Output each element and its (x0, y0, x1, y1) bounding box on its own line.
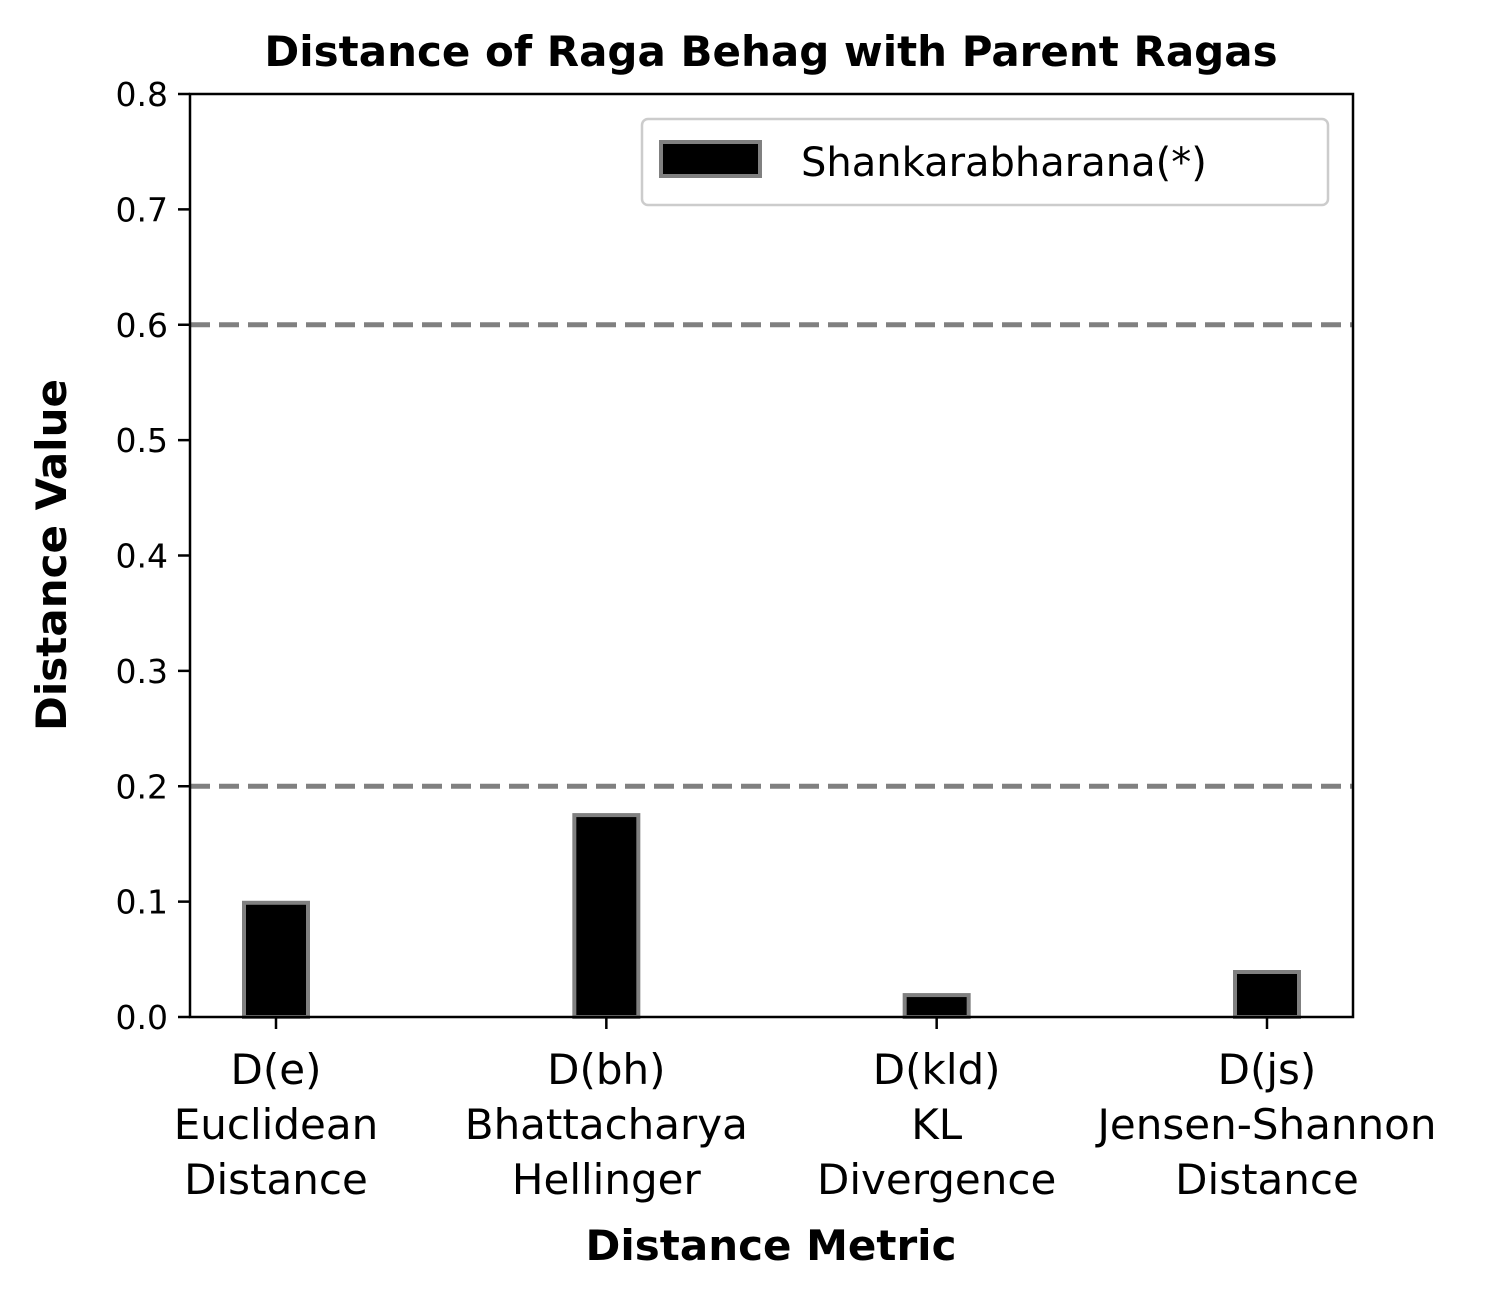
x-tick-label: D(kld) KL Divergence (817, 1045, 1056, 1204)
x-tick-label-line: Jensen-Shannon (1095, 1100, 1437, 1149)
x-axis-label: Distance Metric (586, 1221, 957, 1270)
legend-label: Shankarabharana(*) (801, 140, 1207, 186)
y-tick-label: 0.2 (116, 767, 168, 806)
x-tick-label-line: Distance (1175, 1155, 1359, 1204)
reference-lines (190, 322, 1353, 789)
bar (902, 993, 971, 1019)
x-tick-label-line: Hellinger (512, 1155, 702, 1204)
legend-swatch (659, 140, 762, 178)
x-tick-label: D(e) Euclidean Distance (174, 1045, 378, 1204)
y-tick-label: 0.5 (116, 421, 168, 460)
legend: Shankarabharana(*) (640, 117, 1330, 207)
y-tick-label: 0.6 (116, 306, 168, 345)
x-tick-label-line: D(bh) (547, 1045, 665, 1094)
x-axis: D(e) Euclidean Distance D(bh) Bhattacharya He… (174, 1017, 1437, 1204)
y-tick-label: 0.3 (116, 652, 168, 691)
x-tick-label-line: D(kld) (873, 1045, 1001, 1094)
y-axis: 0.0 0.1 0.2 0.3 0.4 0.5 0.6 0.7 0.8 (116, 75, 190, 1037)
y-tick-label: 0.7 (116, 190, 168, 229)
plot-frame (188, 92, 1355, 1019)
x-tick-label-line: KL (911, 1100, 963, 1149)
x-tick-label-line: D(e) (231, 1045, 322, 1094)
y-axis-label: Distance Value (27, 379, 76, 731)
x-tick-label-line: D(js) (1218, 1045, 1317, 1094)
bar (242, 900, 310, 1019)
x-tick-label-line: Distance (184, 1155, 368, 1204)
y-tick-label: 0.4 (116, 537, 168, 576)
x-tick-label: D(bh) Bhattacharya Hellinger (465, 1045, 748, 1204)
x-tick-label-line: Euclidean (174, 1100, 378, 1149)
legend-box (640, 117, 1330, 207)
x-tick-label-line: Bhattacharya (465, 1100, 748, 1149)
bars (242, 813, 1301, 1019)
y-tick-label: 0.0 (116, 998, 168, 1037)
y-tick-label: 0.8 (116, 75, 168, 114)
chart-title: Distance of Raga Behag with Parent Ragas (264, 27, 1277, 76)
y-tick-label: 0.1 (116, 883, 168, 922)
bar (1233, 970, 1301, 1019)
x-tick-label-line: Divergence (817, 1155, 1056, 1204)
x-tick-label: D(js) Jensen-Shannon Distance (1095, 1045, 1437, 1204)
bar (572, 813, 641, 1019)
